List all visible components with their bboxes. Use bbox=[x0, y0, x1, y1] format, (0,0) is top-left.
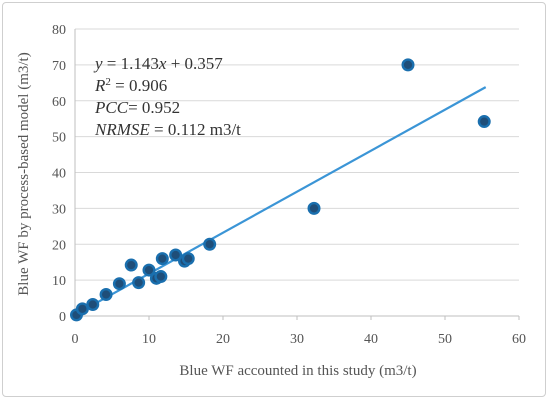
data-point-5 bbox=[112, 277, 126, 291]
y-tick-80: 80 bbox=[52, 23, 66, 38]
y-tick-60: 60 bbox=[52, 95, 66, 110]
y-tick-10: 10 bbox=[52, 274, 66, 289]
y-tick-20: 20 bbox=[52, 238, 66, 253]
pcc-label: PCC bbox=[94, 98, 129, 117]
data-point-16 bbox=[307, 201, 321, 215]
gridlines bbox=[75, 28, 519, 281]
data-point-10 bbox=[154, 270, 168, 284]
annotation-r2: R2 = 0.906 bbox=[94, 76, 167, 95]
x-tick-labels: 0 10 20 30 40 50 60 bbox=[72, 332, 527, 347]
y-tick-70: 70 bbox=[52, 59, 66, 74]
x-tick-10: 10 bbox=[142, 332, 156, 347]
x-tick-0: 0 bbox=[72, 332, 79, 347]
x-tick-20: 20 bbox=[216, 332, 230, 347]
eq-slope: = 1.143 bbox=[103, 54, 159, 73]
y-tick-labels: 0 10 20 30 40 50 60 70 80 bbox=[52, 23, 66, 325]
data-point-4 bbox=[99, 287, 113, 301]
x-axis-title: Blue WF accounted in this study (m3/t) bbox=[179, 363, 416, 379]
pcc-value: = 0.952 bbox=[128, 98, 180, 117]
axes bbox=[74, 29, 520, 320]
x-tick-30: 30 bbox=[290, 332, 304, 347]
x-tick-60: 60 bbox=[512, 332, 526, 347]
data-point-17 bbox=[401, 58, 415, 72]
r2-value: = 0.906 bbox=[111, 76, 167, 95]
y-tick-50: 50 bbox=[52, 131, 66, 146]
trend-line bbox=[74, 86, 487, 316]
nrmse-value: = 0.112 m3/t bbox=[150, 120, 241, 139]
y-tick-30: 30 bbox=[52, 202, 66, 217]
chart-frame bbox=[2, 2, 546, 397]
eq-intercept: + 0.357 bbox=[166, 54, 223, 73]
data-point-18 bbox=[477, 115, 491, 129]
annotation-nrmse: NRMSE = 0.112 m3/t bbox=[94, 120, 241, 139]
x-tick-50: 50 bbox=[438, 332, 452, 347]
data-point-15 bbox=[203, 237, 217, 251]
data-point-8 bbox=[142, 263, 156, 277]
annotation-equation: y = 1.143x + 0.357 bbox=[93, 54, 223, 73]
data-point-2 bbox=[75, 302, 89, 316]
nrmse-label: NRMSE bbox=[94, 120, 150, 139]
annotation-pcc: PCC= 0.952 bbox=[94, 98, 180, 117]
y-tick-0: 0 bbox=[59, 310, 66, 325]
data-point-3 bbox=[86, 298, 100, 312]
y-tick-40: 40 bbox=[52, 167, 66, 182]
data-point-11 bbox=[155, 252, 169, 266]
eq-x: x bbox=[158, 54, 167, 73]
data-point-14 bbox=[181, 252, 195, 266]
y-axis-title: Blue WF by process-based model (m3/t) bbox=[16, 52, 32, 295]
r2-sup: 2 bbox=[105, 76, 111, 88]
data-point-12 bbox=[169, 248, 183, 262]
x-tick-40: 40 bbox=[364, 332, 378, 347]
data-point-6 bbox=[124, 258, 138, 272]
r2-label: R bbox=[94, 76, 106, 95]
eq-y: y bbox=[93, 54, 103, 73]
data-point-7 bbox=[132, 276, 146, 290]
data-points bbox=[69, 58, 491, 322]
